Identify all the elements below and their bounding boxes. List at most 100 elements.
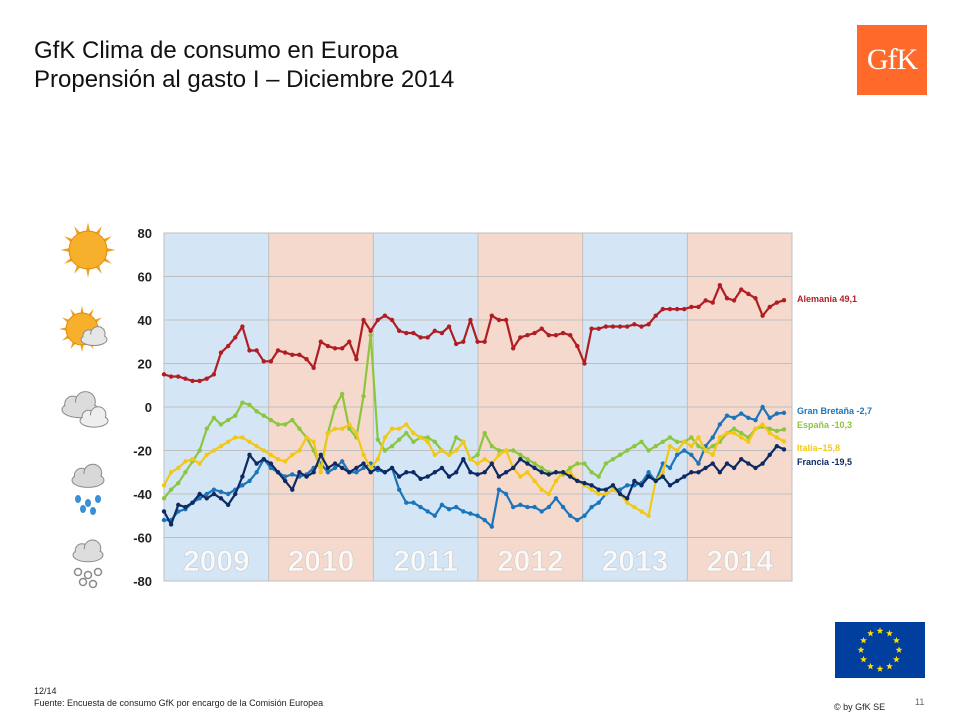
data-point [282, 459, 288, 464]
data-point [446, 452, 452, 458]
data-point [325, 343, 331, 349]
data-point [197, 496, 202, 501]
data-point [225, 491, 231, 497]
data-point [304, 435, 309, 440]
data-point [610, 324, 616, 329]
data-point [382, 313, 388, 318]
data-point [568, 470, 573, 475]
data-point [753, 296, 758, 301]
title-line-1: GfK Clima de consumo en Europa [34, 37, 399, 64]
data-point [275, 348, 281, 353]
year-label-2011: 2011 [393, 545, 458, 578]
data-point [660, 439, 666, 444]
y-tick-label: -80 [133, 574, 152, 589]
data-point [496, 487, 502, 492]
data-point [197, 448, 202, 453]
data-point [176, 374, 181, 379]
data-point [689, 452, 694, 458]
data-point [503, 317, 509, 323]
data-point [197, 378, 202, 384]
data-point [439, 502, 445, 508]
data-point [368, 465, 373, 471]
data-point [532, 461, 537, 466]
data-point [646, 322, 651, 327]
data-point [418, 435, 423, 440]
data-point [560, 470, 566, 475]
rain-icon [71, 463, 105, 515]
data-point [532, 330, 537, 336]
data-point [532, 504, 537, 510]
data-point [275, 457, 281, 462]
data-point [760, 461, 765, 466]
series-label-italia: Italia–15,8 [797, 443, 840, 453]
data-point [240, 324, 245, 329]
data-point [439, 465, 445, 471]
data-point [774, 435, 780, 440]
data-point [418, 476, 423, 481]
data-point [368, 470, 373, 475]
data-point [268, 465, 274, 471]
data-point [639, 509, 644, 514]
data-point [617, 491, 623, 497]
data-point [240, 483, 245, 488]
data-point [632, 443, 637, 449]
data-point [375, 317, 380, 323]
eu-flag-icon [835, 622, 925, 678]
data-point [625, 483, 630, 488]
data-point [625, 496, 630, 501]
data-point [396, 426, 402, 431]
data-point [568, 465, 573, 471]
data-point [596, 500, 601, 505]
data-point [204, 376, 209, 381]
data-point [318, 470, 323, 475]
data-point [696, 443, 701, 449]
data-point [553, 496, 559, 501]
data-point [290, 452, 295, 458]
gfk-logo-text: GfK [866, 43, 918, 76]
data-point [425, 439, 430, 444]
data-point [739, 411, 744, 416]
data-point [404, 330, 409, 336]
data-point [731, 426, 737, 431]
data-point [389, 426, 395, 431]
data-point [518, 335, 523, 340]
data-point [489, 461, 495, 466]
data-point [247, 348, 252, 353]
data-point [211, 448, 217, 453]
data-point [767, 415, 772, 421]
data-point [439, 330, 445, 336]
data-point [767, 430, 772, 436]
data-point [489, 443, 495, 449]
y-tick-label: -20 [133, 444, 152, 459]
data-point [396, 437, 402, 442]
data-point [233, 435, 238, 440]
data-point [710, 435, 715, 440]
data-point [176, 465, 181, 471]
year-label-2014: 2014 [706, 545, 773, 578]
data-point [689, 443, 694, 449]
data-point [525, 461, 530, 466]
data-point [375, 465, 380, 471]
data-point [589, 504, 594, 510]
data-point [625, 500, 630, 505]
series-line-francia [163, 445, 785, 526]
data-point [589, 487, 594, 492]
data-point [475, 513, 480, 518]
data-point [767, 304, 772, 310]
data-point [731, 430, 737, 436]
data-point [625, 324, 630, 329]
data-point [518, 457, 523, 462]
data-point [632, 504, 637, 510]
data-point [382, 448, 388, 453]
data-point [290, 352, 295, 357]
data-point [225, 417, 231, 423]
data-point [197, 491, 202, 497]
data-point [682, 439, 687, 444]
series-line-italia [163, 423, 785, 517]
weather-icons [58, 222, 116, 589]
year-labels: 2009 2010 2011 2012 2013 2014 [183, 545, 774, 579]
data-point [525, 333, 530, 338]
data-point [218, 350, 224, 355]
data-point [532, 478, 537, 484]
data-point [247, 478, 252, 484]
